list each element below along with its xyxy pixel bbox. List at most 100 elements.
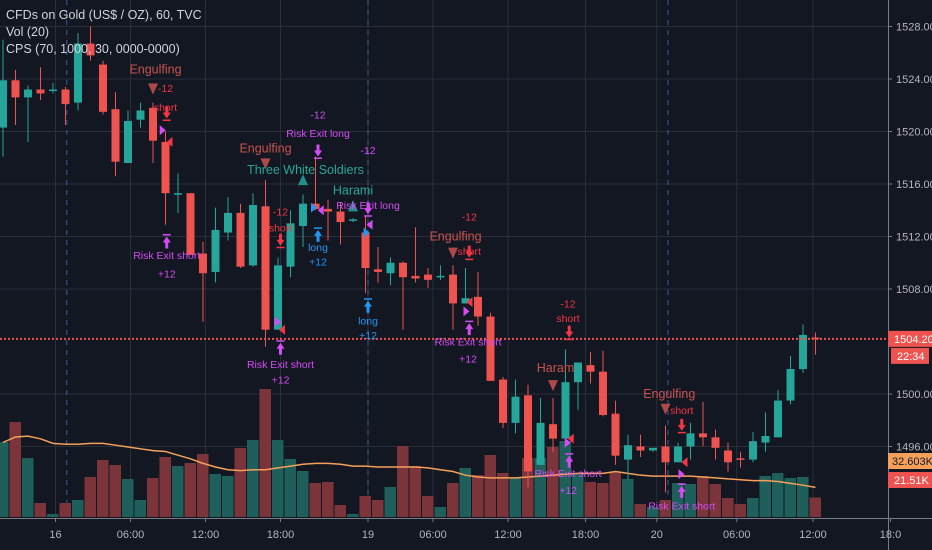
volume-bar xyxy=(509,478,521,517)
arrow-down-icon xyxy=(565,325,574,341)
volume-bar xyxy=(634,504,646,517)
volume-bar xyxy=(259,389,271,517)
candle xyxy=(636,434,645,457)
candle xyxy=(299,194,307,247)
volume-bar xyxy=(0,442,9,517)
annotation-risk-exit: +12 xyxy=(272,375,290,387)
annotation-risk-exit: +12 xyxy=(459,354,477,366)
annotation-pattern-bull: Harami xyxy=(333,184,373,198)
volume-bar xyxy=(222,476,234,517)
volume-bar xyxy=(559,441,571,517)
candle-body xyxy=(11,80,20,98)
candle-body xyxy=(811,337,820,340)
annotation-pattern-bear: Haram xyxy=(537,361,575,375)
volume-bar xyxy=(622,479,634,517)
volume-bar xyxy=(484,455,496,517)
symbol-legend[interactable]: CFDs on Gold (US$ / OZ), 60, TVC xyxy=(6,8,202,22)
volume-bar xyxy=(72,500,84,517)
volume-bar xyxy=(384,487,396,517)
candle xyxy=(11,69,20,125)
annotation-risk-exit: Risk Exit short xyxy=(434,337,501,349)
candle-body xyxy=(86,43,95,56)
candle xyxy=(461,268,470,304)
candle xyxy=(74,33,82,111)
volume-bar xyxy=(584,482,596,517)
candle-body xyxy=(711,437,720,448)
candle xyxy=(199,241,207,322)
candle-body xyxy=(749,441,757,460)
candle-body xyxy=(211,229,220,272)
volume-bar xyxy=(284,459,296,517)
candle xyxy=(424,268,432,288)
volume-bar xyxy=(497,473,509,517)
annotation-pattern-bear: Engulfing xyxy=(429,230,481,244)
arrow-up-icon xyxy=(162,233,171,249)
candle xyxy=(474,271,482,326)
candle xyxy=(374,247,382,283)
candle-body xyxy=(799,334,807,370)
candle-body xyxy=(74,43,82,103)
annotation-risk-exit: Risk Exit short xyxy=(133,250,200,262)
candle xyxy=(399,261,407,330)
volume-bar xyxy=(522,458,534,517)
volume-bar xyxy=(747,498,759,517)
price-tick-label: 1524.00 xyxy=(896,74,932,86)
candle xyxy=(511,379,520,434)
arrow-up-icon xyxy=(465,320,474,336)
candle xyxy=(111,92,120,177)
strategy-indicator-legend[interactable]: CPS (70, 1000, 30, 0000-0000) xyxy=(6,42,180,56)
candle-body xyxy=(311,203,320,209)
annotation-signal-short: -12 xyxy=(462,211,477,223)
time-tick-label: 12:00 xyxy=(494,529,522,541)
candle-body xyxy=(661,446,670,463)
annotation-pattern-bear: Engulfing xyxy=(643,387,695,401)
candle-body xyxy=(336,211,345,223)
annotation-risk-exit: -12 xyxy=(310,109,325,121)
time-axis[interactable] xyxy=(0,518,888,550)
trade-flag-icon xyxy=(463,306,470,317)
volume-last-badge xyxy=(888,472,932,488)
annotation-pattern-bear: Engulfing xyxy=(129,62,181,76)
candle xyxy=(136,102,145,128)
candle-body xyxy=(574,362,582,383)
candle xyxy=(386,257,395,286)
candle xyxy=(811,332,820,355)
candle-body xyxy=(511,396,520,423)
candle-body xyxy=(174,193,182,195)
volume-bar xyxy=(472,475,484,517)
candle xyxy=(574,362,582,410)
pattern-triangle-icon xyxy=(348,200,358,212)
candle xyxy=(261,180,270,347)
arrow-up-icon xyxy=(364,298,372,313)
trade-flag-icon xyxy=(317,205,324,216)
candle xyxy=(86,26,95,61)
candle xyxy=(161,131,170,225)
time-tick-label: 06:00 xyxy=(419,529,447,541)
volume-bar xyxy=(359,496,371,517)
price-tick-label: 1520.00 xyxy=(896,127,932,139)
trade-flag-icon xyxy=(363,227,370,238)
time-tick-label: 12:00 xyxy=(799,529,827,541)
candle xyxy=(24,85,32,142)
candle xyxy=(436,265,445,280)
candle-body xyxy=(774,400,782,438)
trade-flag-icon xyxy=(311,202,317,213)
arrow-down-icon xyxy=(364,202,372,217)
candle-body xyxy=(736,458,745,460)
candle xyxy=(361,215,370,293)
candle-body xyxy=(249,205,257,266)
time-tick-label: 16 xyxy=(49,529,61,541)
annotation-signal-short: short xyxy=(458,246,481,258)
time-tick-label: 12:00 xyxy=(192,529,220,541)
volume-bar xyxy=(322,482,334,517)
candle-body xyxy=(624,445,632,460)
trade-flag-icon xyxy=(466,297,473,308)
candle xyxy=(611,400,620,465)
volume-indicator-legend[interactable]: Vol (20) xyxy=(6,25,50,39)
arrow-up-icon xyxy=(677,483,686,498)
candle xyxy=(224,197,232,241)
volume-bar xyxy=(647,507,659,517)
candle-body xyxy=(561,382,570,439)
